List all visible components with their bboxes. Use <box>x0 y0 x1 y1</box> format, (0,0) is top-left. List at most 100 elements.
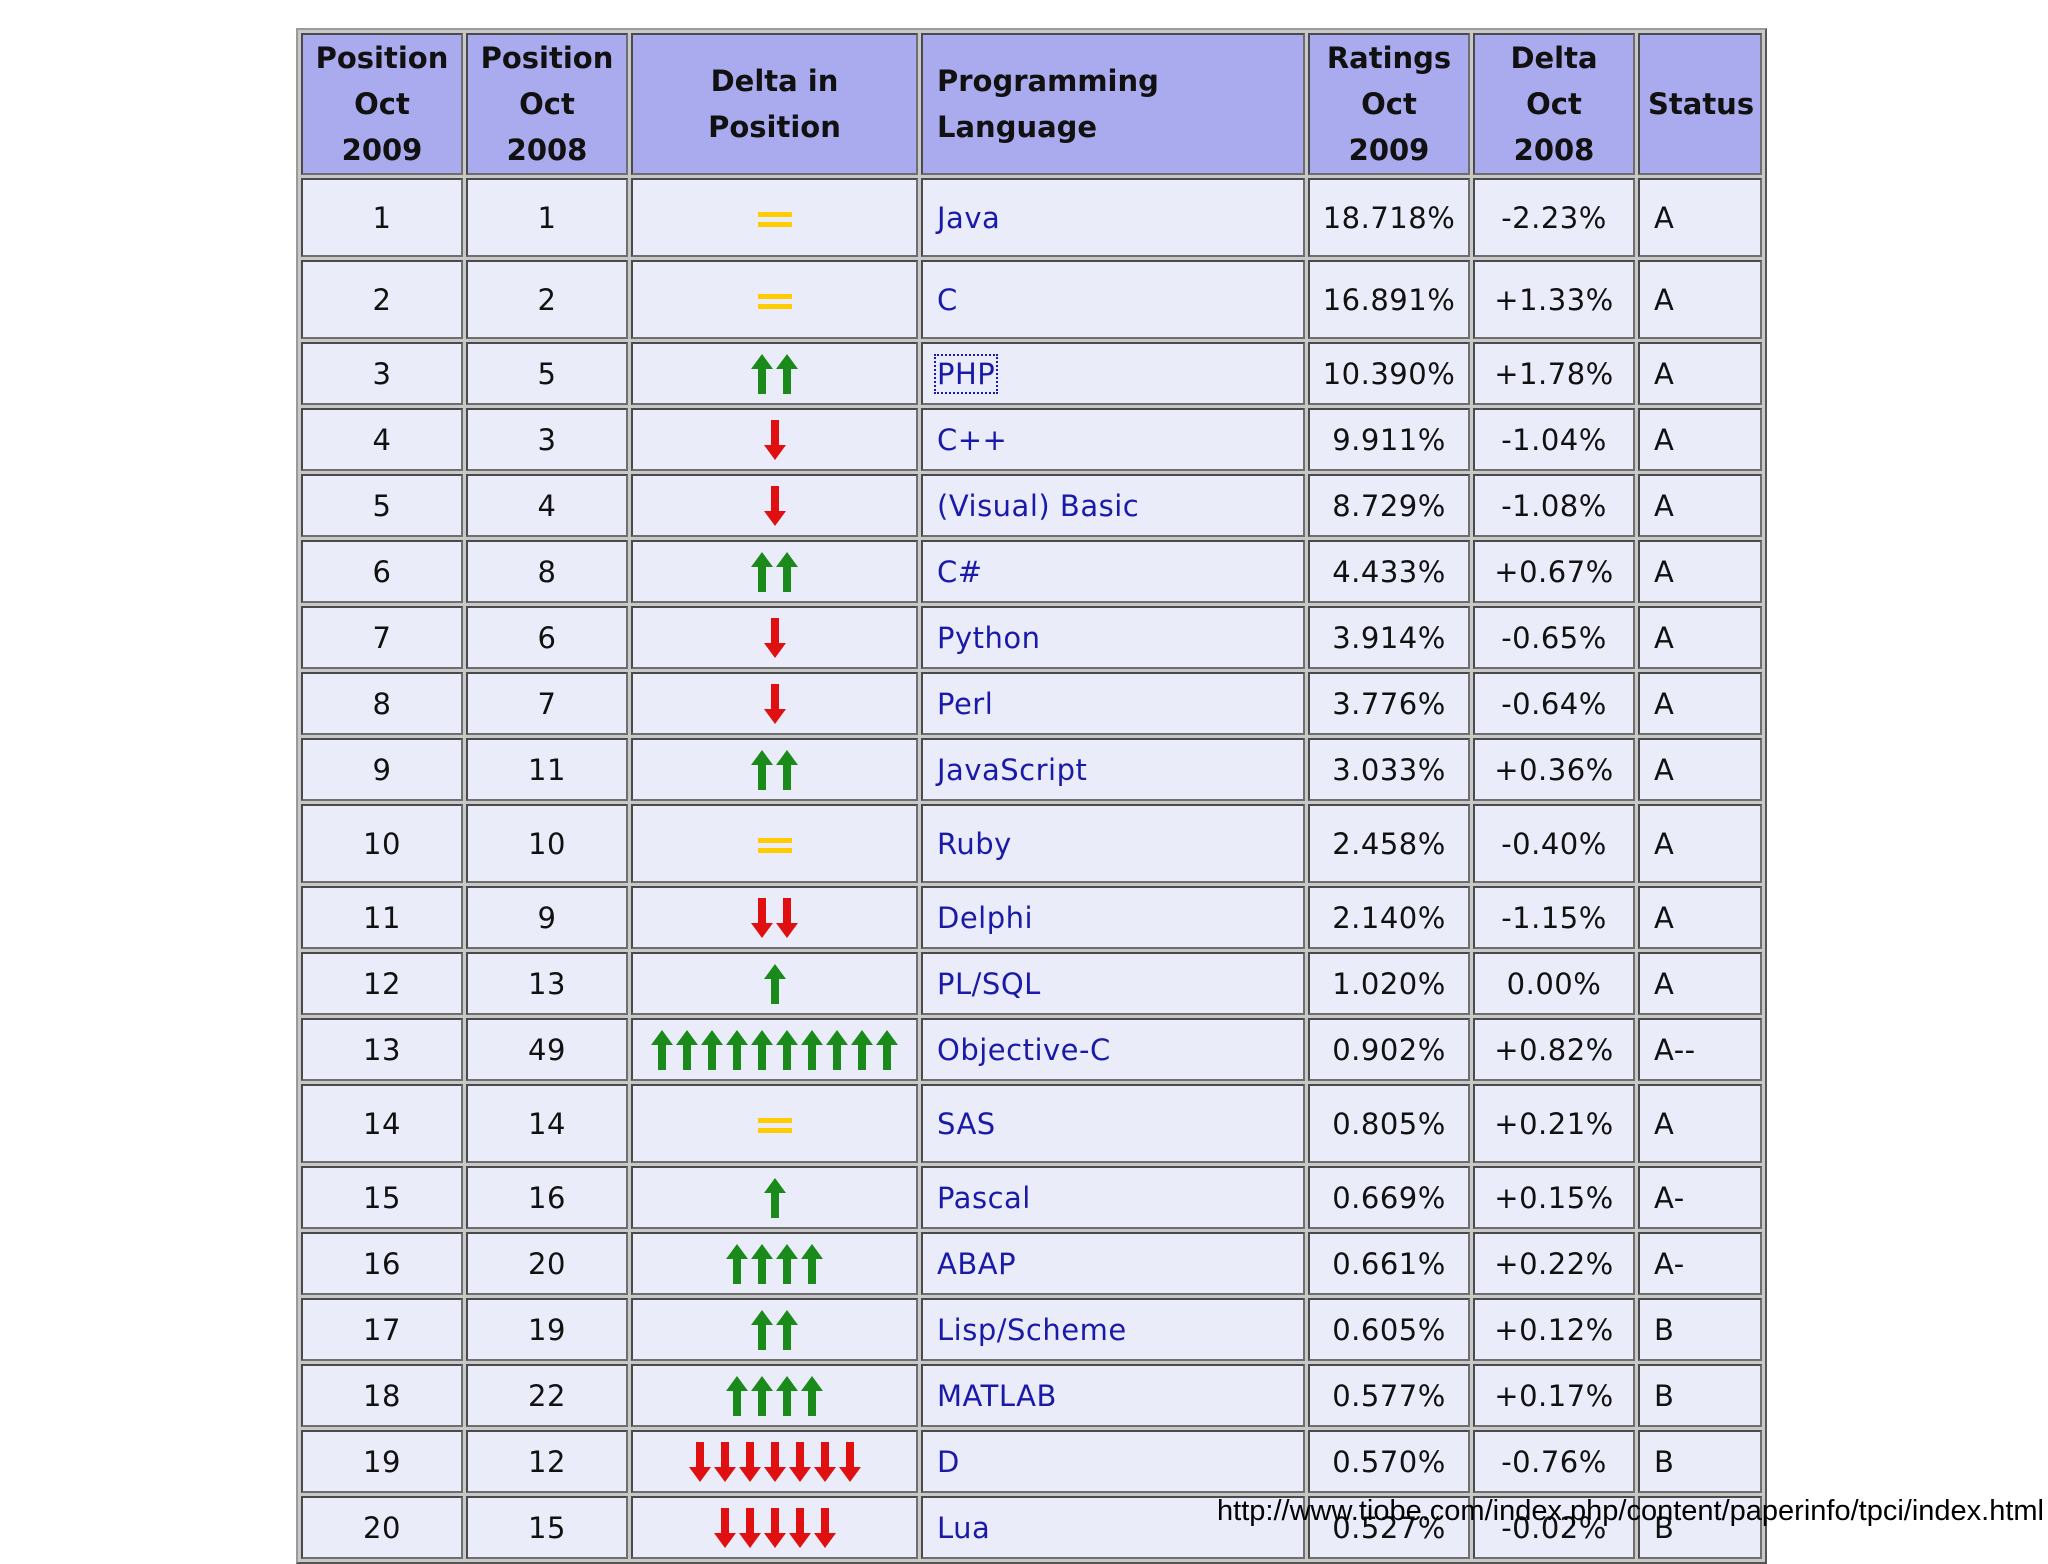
delta-cell <box>631 606 918 669</box>
status-cell: A-- <box>1638 1018 1762 1081</box>
position-2009-cell: 6 <box>301 540 463 603</box>
language-link[interactable]: Lisp/Scheme <box>937 1312 1127 1347</box>
rating-delta-cell: +0.67% <box>1473 540 1635 603</box>
status-cell: A- <box>1638 1166 1762 1229</box>
delta-cell <box>631 672 918 735</box>
delta-cell <box>631 738 918 801</box>
rating-cell: 0.605% <box>1308 1298 1470 1361</box>
delta-cell <box>631 1166 918 1229</box>
rating-cell: 18.718% <box>1308 178 1470 257</box>
table-row: 8 7 Perl 3.776% -0.64% A <box>301 672 1762 735</box>
tpci-ranking-table: Position Oct 2009 Position Oct 2008 Delt… <box>296 28 1767 1564</box>
delta-icons <box>763 683 786 724</box>
language-link[interactable]: Perl <box>937 686 994 721</box>
arrow-down-icon <box>776 897 798 938</box>
language-cell: JavaScript <box>921 738 1305 801</box>
status-cell: B <box>1638 1364 1762 1427</box>
language-link[interactable]: PHP <box>933 353 999 394</box>
arrow-down-icon <box>838 1441 861 1482</box>
position-2008-cell: 12 <box>466 1430 628 1493</box>
arrow-down-icon <box>738 1507 761 1548</box>
position-2009-cell: 19 <box>301 1430 463 1493</box>
rating-delta-cell: +0.21% <box>1473 1084 1635 1163</box>
delta-icons <box>751 1309 798 1350</box>
language-link[interactable]: PL/SQL <box>937 966 1041 1001</box>
delta-cell <box>631 1364 918 1427</box>
position-2009-cell: 5 <box>301 474 463 537</box>
delta-cell <box>631 952 918 1015</box>
language-link[interactable]: Delphi <box>937 900 1034 935</box>
rating-delta-cell: +0.15% <box>1473 1166 1635 1229</box>
language-cell: (Visual) Basic <box>921 474 1305 537</box>
header-delta-2008: Delta Oct 2008 <box>1473 33 1635 175</box>
table-row: 12 13 PL/SQL 1.020% 0.00% A <box>301 952 1762 1015</box>
status-cell: A- <box>1638 1232 1762 1295</box>
position-2008-cell: 49 <box>466 1018 628 1081</box>
arrow-down-icon <box>788 1507 811 1548</box>
arrow-up-icon <box>751 551 773 592</box>
language-link[interactable]: Lua <box>937 1510 991 1545</box>
rating-cell: 2.458% <box>1308 804 1470 883</box>
arrow-up-icon <box>651 1029 673 1070</box>
delta-icons <box>751 897 798 938</box>
language-link[interactable]: C++ <box>937 422 1008 457</box>
arrow-up-icon <box>763 963 786 1004</box>
rating-cell: 1.020% <box>1308 952 1470 1015</box>
position-2009-cell: 7 <box>301 606 463 669</box>
position-2008-cell: 16 <box>466 1166 628 1229</box>
language-cell: Ruby <box>921 804 1305 883</box>
status-cell: A <box>1638 738 1762 801</box>
language-link[interactable]: D <box>937 1444 960 1479</box>
language-link[interactable]: (Visual) Basic <box>937 488 1140 523</box>
rating-delta-cell: -1.04% <box>1473 408 1635 471</box>
rating-cell: 0.902% <box>1308 1018 1470 1081</box>
table-row: 5 4 (Visual) Basic 8.729% -1.08% A <box>301 474 1762 537</box>
language-link[interactable]: SAS <box>937 1106 996 1141</box>
arrow-up-icon <box>776 1029 798 1070</box>
delta-cell <box>631 408 918 471</box>
arrow-up-icon <box>801 1029 823 1070</box>
position-2008-cell: 8 <box>466 540 628 603</box>
table-row: 17 19 Lisp/Scheme 0.605% +0.12% B <box>301 1298 1762 1361</box>
status-cell: A <box>1638 408 1762 471</box>
language-link[interactable]: C <box>937 282 958 317</box>
equal-icon <box>757 837 792 853</box>
language-link[interactable]: JavaScript <box>937 752 1088 787</box>
arrow-up-icon <box>676 1029 698 1070</box>
language-link[interactable]: Ruby <box>937 826 1012 861</box>
position-2008-cell: 7 <box>466 672 628 735</box>
delta-icons <box>757 836 792 856</box>
position-2009-cell: 4 <box>301 408 463 471</box>
position-2009-cell: 14 <box>301 1084 463 1163</box>
table-row: 13 49 Objective-C 0.902% +0.82% A-- <box>301 1018 1762 1081</box>
delta-icons <box>763 485 786 526</box>
header-position-2008: Position Oct 2008 <box>466 33 628 175</box>
language-link[interactable]: ABAP <box>937 1246 1017 1281</box>
header-delta-in-position: Delta in Position <box>631 33 918 175</box>
language-link[interactable]: C# <box>937 554 983 589</box>
position-2009-cell: 8 <box>301 672 463 735</box>
delta-icons <box>757 210 792 230</box>
language-cell: Lisp/Scheme <box>921 1298 1305 1361</box>
arrow-up-icon <box>826 1029 848 1070</box>
arrow-up-icon <box>751 749 773 790</box>
table-row: 9 11 JavaScript 3.033% +0.36% A <box>301 738 1762 801</box>
language-link[interactable]: Pascal <box>937 1180 1031 1215</box>
language-link[interactable]: Python <box>937 620 1041 655</box>
language-link[interactable]: Java <box>937 200 1001 235</box>
position-2009-cell: 15 <box>301 1166 463 1229</box>
language-link[interactable]: Objective-C <box>937 1032 1111 1067</box>
rating-delta-cell: -0.65% <box>1473 606 1635 669</box>
table-row: 14 14 SAS 0.805% +0.21% A <box>301 1084 1762 1163</box>
language-link[interactable]: MATLAB <box>937 1378 1057 1413</box>
arrow-up-icon <box>751 353 773 394</box>
rating-cell: 0.669% <box>1308 1166 1470 1229</box>
arrow-down-icon <box>813 1441 836 1482</box>
arrow-down-icon <box>763 617 786 658</box>
position-2009-cell: 1 <box>301 178 463 257</box>
language-cell: Objective-C <box>921 1018 1305 1081</box>
rating-delta-cell: -2.23% <box>1473 178 1635 257</box>
status-cell: A <box>1638 540 1762 603</box>
delta-icons <box>751 551 798 592</box>
position-2008-cell: 10 <box>466 804 628 883</box>
